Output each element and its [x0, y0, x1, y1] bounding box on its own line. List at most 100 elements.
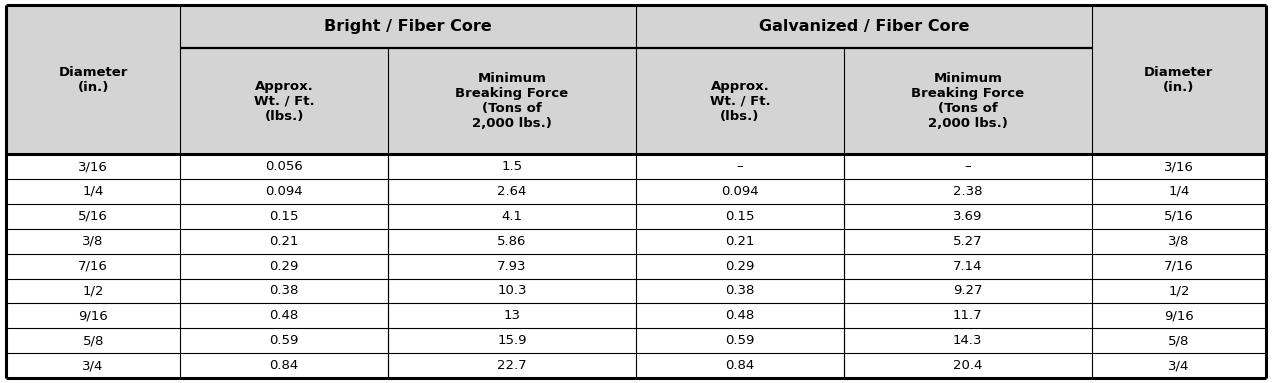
Text: 0.84: 0.84: [270, 359, 299, 372]
Text: 3/8: 3/8: [83, 235, 104, 248]
Text: 7.93: 7.93: [497, 260, 527, 273]
Bar: [6, 303, 181, 328]
Bar: [1091, 353, 1266, 378]
Text: 5/8: 5/8: [83, 334, 104, 347]
Text: 5.86: 5.86: [497, 235, 527, 248]
Text: 0.59: 0.59: [270, 334, 299, 347]
Bar: [181, 154, 388, 179]
Text: 0.48: 0.48: [725, 309, 754, 322]
Bar: [181, 5, 636, 48]
Bar: [636, 278, 843, 303]
Text: 1/2: 1/2: [83, 285, 104, 298]
Text: 3/8: 3/8: [1168, 235, 1189, 248]
Text: 14.3: 14.3: [953, 334, 982, 347]
Text: 7/16: 7/16: [78, 260, 108, 273]
Text: 1/4: 1/4: [1168, 185, 1189, 198]
Text: Approx.
Wt. / Ft.
(lbs.): Approx. Wt. / Ft. (lbs.): [710, 80, 770, 123]
Bar: [636, 48, 843, 154]
Bar: [636, 5, 1091, 48]
Bar: [6, 179, 181, 204]
Bar: [6, 5, 181, 154]
Text: 0.84: 0.84: [725, 359, 754, 372]
Text: 0.59: 0.59: [725, 334, 754, 347]
Bar: [843, 328, 1091, 353]
Bar: [6, 204, 181, 229]
Bar: [1091, 5, 1266, 154]
Bar: [843, 204, 1091, 229]
Text: 0.056: 0.056: [266, 160, 303, 173]
Bar: [6, 328, 181, 353]
Text: 0.15: 0.15: [725, 210, 754, 223]
Text: 3/16: 3/16: [1164, 160, 1194, 173]
Text: 1.5: 1.5: [501, 160, 523, 173]
Text: 20.4: 20.4: [953, 359, 982, 372]
Text: Approx.
Wt. / Ft.
(lbs.): Approx. Wt. / Ft. (lbs.): [254, 80, 314, 123]
Bar: [1091, 204, 1266, 229]
Text: 0.29: 0.29: [725, 260, 754, 273]
Text: 0.29: 0.29: [270, 260, 299, 273]
Bar: [636, 328, 843, 353]
Text: 9/16: 9/16: [79, 309, 108, 322]
Bar: [181, 204, 388, 229]
Text: Bright / Fiber Core: Bright / Fiber Core: [324, 19, 492, 34]
Text: 5/16: 5/16: [1164, 210, 1194, 223]
Bar: [6, 154, 181, 179]
Text: 0.21: 0.21: [725, 235, 754, 248]
Bar: [636, 204, 843, 229]
Bar: [388, 303, 636, 328]
Bar: [388, 353, 636, 378]
Bar: [843, 303, 1091, 328]
Bar: [181, 179, 388, 204]
Text: 7.14: 7.14: [953, 260, 982, 273]
Text: Diameter
(in.): Diameter (in.): [59, 65, 127, 93]
Text: 5/8: 5/8: [1168, 334, 1189, 347]
Text: 3/4: 3/4: [1168, 359, 1189, 372]
Bar: [1091, 229, 1266, 254]
Text: 0.38: 0.38: [725, 285, 754, 298]
Bar: [1091, 154, 1266, 179]
Bar: [1091, 303, 1266, 328]
Bar: [843, 254, 1091, 278]
Text: 7/16: 7/16: [1164, 260, 1194, 273]
Text: Galvanized / Fiber Core: Galvanized / Fiber Core: [758, 19, 969, 34]
Text: 5/16: 5/16: [78, 210, 108, 223]
Bar: [843, 353, 1091, 378]
Bar: [6, 353, 181, 378]
Bar: [1091, 278, 1266, 303]
Text: 15.9: 15.9: [497, 334, 527, 347]
Bar: [636, 179, 843, 204]
Text: 0.094: 0.094: [721, 185, 758, 198]
Bar: [636, 229, 843, 254]
Bar: [388, 254, 636, 278]
Bar: [181, 254, 388, 278]
Text: 4.1: 4.1: [501, 210, 523, 223]
Text: 1/4: 1/4: [83, 185, 104, 198]
Text: 0.21: 0.21: [270, 235, 299, 248]
Bar: [388, 154, 636, 179]
Text: Minimum
Breaking Force
(Tons of
2,000 lbs.): Minimum Breaking Force (Tons of 2,000 lb…: [455, 72, 569, 130]
Text: 10.3: 10.3: [497, 285, 527, 298]
Bar: [388, 229, 636, 254]
Bar: [181, 278, 388, 303]
Bar: [388, 278, 636, 303]
Bar: [636, 303, 843, 328]
Text: 22.7: 22.7: [497, 359, 527, 372]
Bar: [636, 254, 843, 278]
Text: 0.094: 0.094: [266, 185, 303, 198]
Bar: [6, 229, 181, 254]
Bar: [181, 303, 388, 328]
Text: –: –: [964, 160, 971, 173]
Text: 9.27: 9.27: [953, 285, 982, 298]
Bar: [843, 229, 1091, 254]
Text: 3/16: 3/16: [78, 160, 108, 173]
Bar: [181, 353, 388, 378]
Bar: [1091, 179, 1266, 204]
Text: 5.27: 5.27: [953, 235, 982, 248]
Text: 2.64: 2.64: [497, 185, 527, 198]
Text: 1/2: 1/2: [1168, 285, 1189, 298]
Bar: [6, 278, 181, 303]
Text: 13: 13: [504, 309, 520, 322]
Text: 11.7: 11.7: [953, 309, 982, 322]
Text: 9/16: 9/16: [1164, 309, 1193, 322]
Bar: [6, 254, 181, 278]
